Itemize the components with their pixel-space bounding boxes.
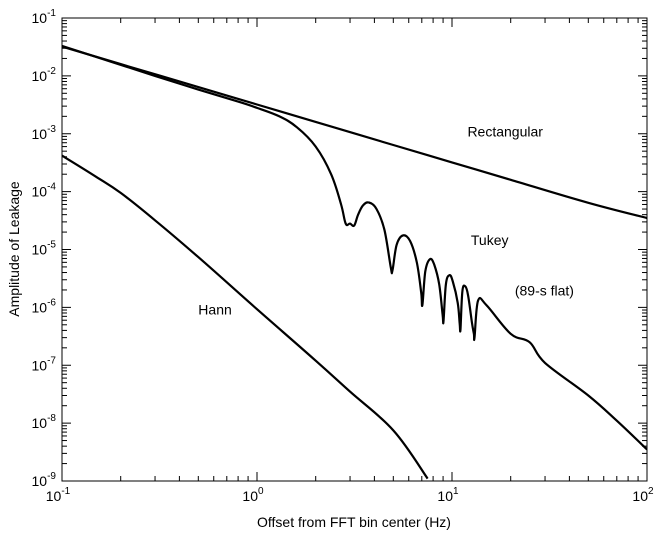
series-label: (89-s flat) (515, 283, 574, 299)
x-tick-label: 100 (242, 486, 264, 504)
y-tick-label: 10-1 (32, 8, 57, 26)
series-line-tukey (62, 44, 647, 451)
axis-ticks: 10-1 100 101 102 10-9 10-8 10-7 10-6 10-5 10-4 10-… (32, 8, 654, 504)
y-axis-title: Amplitude of Leakage (6, 181, 22, 317)
series-labels: Rectangular Tukey (89-s flat) Hann (198, 123, 574, 317)
x-tick-label: 10-1 (46, 486, 71, 504)
x-axis-title: Offset from FFT bin center (Hz) (257, 514, 451, 530)
series-label: Tukey (471, 232, 509, 248)
series-label: Rectangular (467, 123, 543, 139)
y-tick-label: 10-2 (32, 66, 57, 84)
y-tick-label: 10-6 (32, 297, 57, 315)
series-line-hann (62, 154, 429, 480)
y-tick-label: 10-5 (32, 240, 57, 258)
y-tick-label: 10-9 (32, 471, 57, 489)
y-tick-label: 10-7 (32, 355, 57, 373)
x-tick-label: 101 (437, 486, 459, 504)
series-line-rectangular (62, 45, 647, 220)
series-label: Hann (198, 302, 231, 318)
x-tick-label: 102 (632, 486, 654, 504)
y-tick-label: 10-4 (32, 182, 57, 200)
plot-frame (61, 17, 648, 482)
y-tick-label: 10-8 (32, 413, 57, 431)
y-tick-label: 10-3 (32, 124, 57, 142)
series-lines (62, 44, 647, 480)
